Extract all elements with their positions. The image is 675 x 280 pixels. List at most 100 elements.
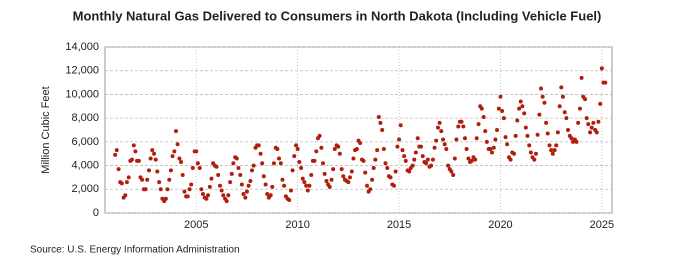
data-point	[226, 193, 231, 198]
data-point	[307, 183, 312, 188]
data-point	[336, 144, 341, 149]
data-point	[221, 193, 226, 198]
data-point	[461, 124, 466, 129]
data-point	[523, 125, 528, 130]
data-point	[229, 171, 234, 176]
data-point	[488, 146, 493, 151]
data-point	[126, 175, 131, 180]
y-tick-label: 12,000	[65, 65, 99, 77]
data-point	[376, 114, 381, 119]
data-point	[155, 169, 160, 174]
data-point	[180, 173, 185, 178]
data-point	[131, 143, 136, 148]
data-point	[520, 104, 525, 109]
data-point	[508, 157, 513, 162]
data-point	[464, 146, 469, 151]
data-point	[256, 143, 261, 148]
data-point	[483, 129, 488, 134]
data-point	[123, 193, 128, 198]
data-point	[153, 157, 158, 162]
data-point	[577, 106, 582, 111]
data-point	[282, 183, 287, 188]
data-point	[148, 156, 153, 161]
data-point	[195, 161, 200, 166]
data-point	[574, 139, 579, 144]
x-tick-label: 2010	[285, 219, 309, 231]
data-point	[165, 187, 170, 192]
data-point	[449, 169, 454, 174]
data-point	[503, 135, 508, 140]
data-point	[327, 184, 332, 189]
data-point	[469, 158, 474, 163]
data-point	[167, 177, 172, 182]
data-point	[207, 184, 212, 189]
data-point	[599, 66, 604, 71]
source: Source: U.S. Energy Information Administ…	[30, 245, 240, 256]
data-point	[398, 123, 403, 128]
data-point	[542, 100, 547, 105]
data-point	[347, 175, 352, 180]
data-point	[331, 167, 336, 172]
data-point	[346, 180, 351, 185]
data-point	[412, 157, 417, 162]
data-point	[565, 128, 570, 132]
data-point	[501, 116, 506, 121]
data-point	[383, 161, 388, 166]
data-point	[354, 146, 359, 151]
data-point	[368, 187, 373, 192]
data-point	[528, 150, 533, 155]
data-point	[119, 181, 124, 186]
data-point	[479, 106, 484, 111]
data-point	[277, 156, 282, 161]
data-point	[194, 149, 199, 154]
data-point	[337, 151, 342, 156]
data-point	[243, 195, 248, 200]
data-point	[339, 167, 344, 172]
data-point	[432, 145, 437, 150]
data-point	[439, 129, 444, 134]
data-point	[576, 120, 581, 125]
data-point	[435, 125, 440, 130]
data-point	[513, 133, 518, 138]
data-point	[569, 136, 574, 141]
data-point	[288, 188, 293, 193]
data-point	[175, 142, 180, 147]
y-tick-label: 4,000	[71, 159, 99, 171]
data-point	[517, 106, 522, 111]
data-point	[378, 120, 383, 125]
data-point	[244, 189, 249, 194]
data-point	[349, 169, 354, 174]
data-point	[393, 169, 398, 174]
data-point	[381, 146, 386, 151]
data-point	[158, 187, 163, 192]
data-point	[150, 148, 155, 153]
data-point	[217, 183, 222, 188]
data-point	[596, 119, 601, 124]
data-point	[495, 128, 500, 132]
data-point	[403, 158, 408, 163]
y-tick-label: 14,000	[65, 41, 99, 53]
data-point	[420, 154, 425, 159]
data-point	[234, 156, 239, 161]
data-point	[190, 165, 195, 170]
data-point	[199, 187, 204, 192]
data-point	[559, 85, 564, 90]
data-point	[415, 136, 420, 141]
data-point	[373, 157, 378, 162]
data-point	[539, 86, 544, 91]
data-point	[140, 177, 145, 182]
data-point	[554, 143, 559, 148]
data-point	[454, 137, 459, 142]
data-point	[187, 187, 192, 192]
data-point	[586, 122, 591, 127]
data-point	[136, 158, 141, 163]
data-point	[380, 128, 385, 132]
data-point	[228, 180, 233, 185]
data-point	[304, 183, 309, 188]
data-point	[114, 148, 119, 153]
data-point	[116, 167, 121, 172]
data-point	[329, 177, 334, 182]
data-point	[473, 157, 478, 162]
data-point	[172, 149, 177, 154]
plot-frame	[104, 46, 613, 214]
